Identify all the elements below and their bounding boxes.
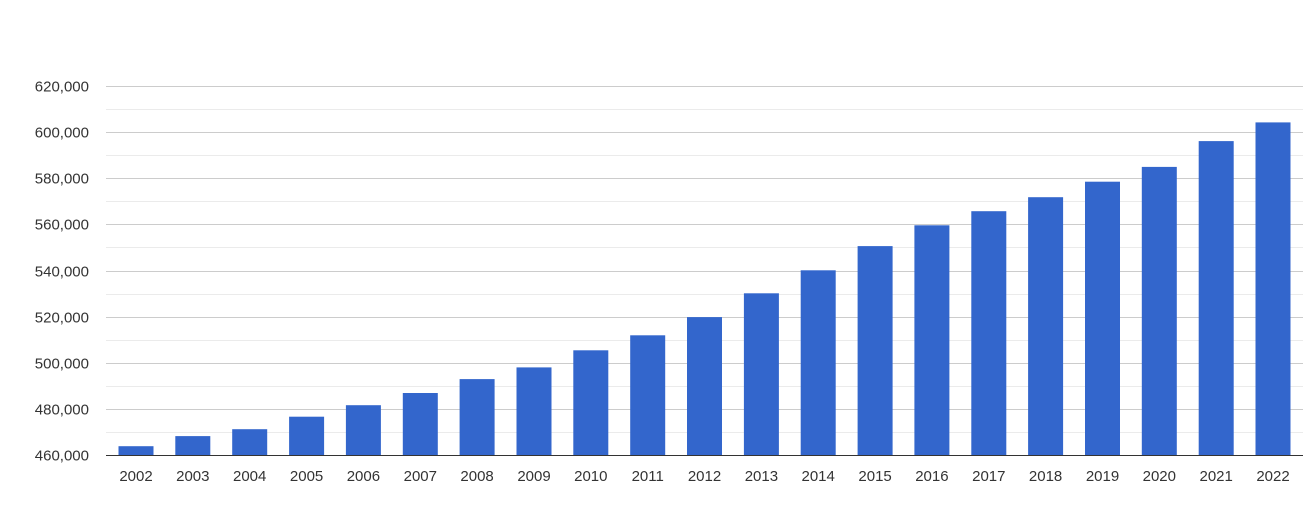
- x-tick-label: 2012: [688, 468, 721, 485]
- x-tick-label: 2022: [1256, 468, 1289, 485]
- y-axis-ticks: 460,000 480,000 500,000 520,000 540,000 560,0…: [35, 79, 89, 465]
- x-tick-label: 2014: [802, 468, 835, 485]
- x-tick-label: 2003: [176, 468, 209, 485]
- x-tick-label: 2019: [1086, 468, 1119, 485]
- x-tick-label: 2011: [632, 468, 664, 485]
- bar-2006[interactable]: [345, 405, 381, 455]
- x-tick-label: 2004: [233, 468, 266, 485]
- bar-2008[interactable]: [459, 379, 495, 455]
- x-axis-ticks: 2002 2003 2004 2005 2006 2007 2008 2009 2010 2011…: [119, 468, 1289, 485]
- x-tick-label: 2007: [404, 468, 437, 485]
- bar-2010[interactable]: [573, 350, 609, 455]
- x-tick-label: 2010: [574, 468, 607, 485]
- x-tick-label: 2016: [915, 468, 948, 485]
- x-tick-label: 2015: [858, 468, 891, 485]
- x-tick-label: 2018: [1029, 468, 1062, 485]
- bar-2013[interactable]: [743, 293, 779, 455]
- bar-2015[interactable]: [857, 246, 893, 455]
- x-tick-label: 2009: [517, 468, 550, 485]
- bar-2016[interactable]: [914, 225, 950, 455]
- bar-2019[interactable]: [1085, 181, 1120, 455]
- x-tick-label: 2021: [1200, 468, 1233, 485]
- y-tick-label: 460,000: [35, 448, 89, 465]
- bar-2017[interactable]: [971, 211, 1007, 455]
- x-tick-label: 2002: [119, 468, 152, 485]
- y-tick-label: 600,000: [35, 125, 89, 142]
- bar-2007[interactable]: [402, 393, 438, 455]
- x-tick-label: 2008: [460, 468, 493, 485]
- bar-2020[interactable]: [1141, 166, 1177, 455]
- bar-2009[interactable]: [516, 367, 552, 455]
- bar-2004[interactable]: [232, 429, 268, 455]
- bar-2012[interactable]: [687, 317, 722, 455]
- bar-2003[interactable]: [175, 436, 211, 455]
- x-tick-label: 2013: [745, 468, 778, 485]
- y-tick-label: 580,000: [35, 171, 89, 188]
- y-tick-label: 620,000: [35, 79, 89, 96]
- bar-2005[interactable]: [289, 416, 325, 455]
- bars: [118, 122, 1291, 456]
- bar-2002[interactable]: [118, 446, 154, 455]
- y-tick-label: 540,000: [35, 264, 89, 281]
- y-tick-label: 480,000: [35, 402, 89, 419]
- bar-2011[interactable]: [630, 335, 666, 455]
- x-tick-label: 2005: [290, 468, 323, 485]
- y-tick-label: 520,000: [35, 310, 89, 327]
- x-tick-label: 2020: [1143, 468, 1176, 485]
- y-tick-label: 560,000: [35, 217, 89, 234]
- bar-2018[interactable]: [1028, 197, 1064, 455]
- bar-2021[interactable]: [1198, 141, 1234, 455]
- x-tick-label: 2006: [347, 468, 380, 485]
- y-tick-label: 500,000: [35, 356, 89, 373]
- bar-2022[interactable]: [1255, 122, 1291, 456]
- x-tick-label: 2017: [972, 468, 1005, 485]
- bar-2014[interactable]: [800, 270, 836, 455]
